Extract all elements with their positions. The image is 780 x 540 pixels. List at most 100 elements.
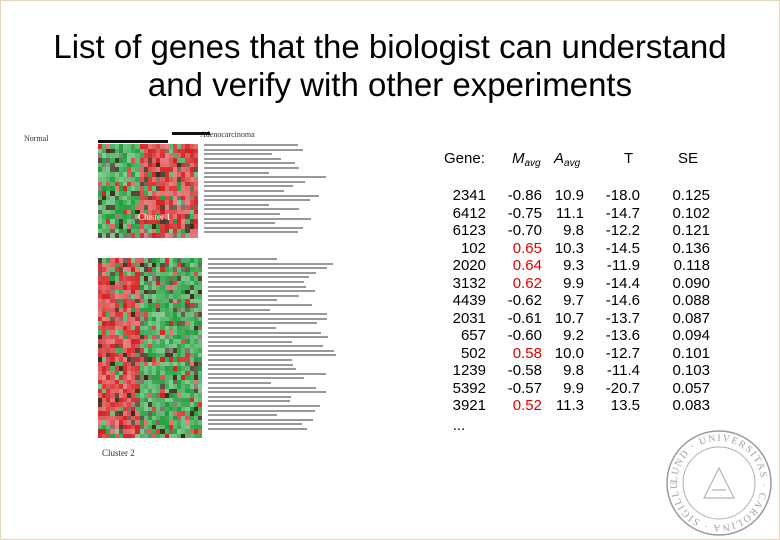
heat-cell (110, 280, 115, 285)
heat-cell (177, 172, 182, 177)
heat-cell (193, 370, 198, 375)
heat-cell (177, 330, 182, 335)
heat-cell (177, 285, 182, 290)
heat-cell (143, 195, 148, 201)
heat-cell (143, 214, 148, 220)
heat-cell (156, 280, 161, 285)
header-t: T (624, 150, 634, 167)
heat-cell (181, 167, 186, 173)
heat-cell (118, 420, 123, 425)
heat-cell (177, 181, 182, 187)
heat-cell (172, 258, 178, 263)
heat-cell (168, 420, 173, 425)
heat-cell (168, 172, 173, 177)
heat-cell (122, 186, 128, 191)
heat-cell (114, 330, 119, 335)
heat-cell (152, 339, 157, 344)
heat-cell (131, 334, 136, 339)
heat-cell (122, 348, 128, 353)
heat-cell (156, 397, 161, 402)
heat-cell (147, 352, 153, 357)
heat-cell (181, 433, 186, 438)
heat-cell (110, 325, 115, 330)
cell-t: -12.2 (605, 222, 640, 239)
heat-cell (127, 429, 132, 434)
heat-cell (197, 312, 202, 317)
heat-cell (114, 366, 119, 371)
heat-cell (152, 148, 157, 154)
heat-cell (110, 370, 115, 375)
heat-cell (172, 158, 178, 163)
heat-cell (106, 303, 111, 308)
gene-annotation-line (208, 345, 323, 348)
heat-cell (114, 294, 119, 299)
heat-cell (135, 162, 140, 168)
heat-cell (156, 370, 161, 375)
heat-cell (135, 379, 140, 384)
gene-annotation-line (208, 382, 271, 385)
heat-cell (181, 176, 186, 182)
cell-t: -14.5 (605, 239, 640, 257)
heat-cell (156, 162, 161, 168)
heat-cell (139, 375, 144, 380)
heat-cell (135, 294, 140, 299)
heat-cell (189, 190, 194, 196)
heat-cell (181, 285, 186, 290)
heat-cell (102, 258, 107, 263)
heat-cell (147, 262, 153, 267)
heat-cell (156, 200, 161, 206)
heat-cell (131, 262, 136, 267)
heat-cell (110, 424, 115, 429)
heat-cell (147, 186, 153, 191)
heat-cell (110, 429, 115, 434)
heat-cell (156, 267, 161, 272)
heat-cell (185, 223, 190, 229)
heat-cell (102, 205, 107, 210)
heat-cell (172, 411, 178, 416)
heat-cell (197, 415, 202, 420)
heat-cell (127, 307, 132, 312)
heat-cell (106, 424, 111, 429)
heat-cell (160, 321, 165, 326)
heat-cell (160, 433, 165, 438)
heat-cell (106, 334, 111, 339)
heat-cell (102, 195, 107, 201)
heat-cell (102, 228, 107, 234)
heat-cell (185, 330, 190, 335)
heat-cell (143, 200, 148, 206)
cell-se: 0.088 (672, 292, 710, 309)
heat-cell (152, 167, 157, 173)
heat-cell (193, 352, 198, 357)
heat-cell (160, 406, 165, 411)
heat-cell (102, 361, 107, 366)
heat-cell (181, 148, 186, 154)
heat-cell (172, 223, 178, 229)
heat-cell (106, 316, 111, 321)
cell-gene: 102 (460, 239, 486, 257)
heat-cell (106, 339, 111, 344)
heat-cell (189, 233, 194, 238)
heat-cell (156, 361, 161, 366)
cell-a: 10.7 (554, 309, 584, 327)
heat-cell (98, 195, 103, 201)
heat-cell (197, 424, 202, 429)
heat-cell (152, 384, 157, 389)
heat-cell (181, 267, 186, 272)
heat-cell (127, 402, 132, 407)
heat-cell (160, 289, 165, 294)
heat-cell (185, 406, 190, 411)
heat-cell (122, 205, 128, 210)
heat-cell (139, 228, 144, 234)
heat-cell (106, 307, 111, 312)
heat-cell (164, 415, 169, 420)
heat-cell (106, 393, 111, 398)
heat-cell (185, 343, 190, 348)
heat-cell (172, 162, 178, 168)
heat-cell (114, 190, 119, 196)
heat-cell (139, 223, 144, 229)
heat-cell (185, 233, 190, 238)
heat-cell (110, 393, 115, 398)
heat-cell (164, 420, 169, 425)
heat-cell (131, 429, 136, 434)
heat-cell (118, 433, 123, 438)
